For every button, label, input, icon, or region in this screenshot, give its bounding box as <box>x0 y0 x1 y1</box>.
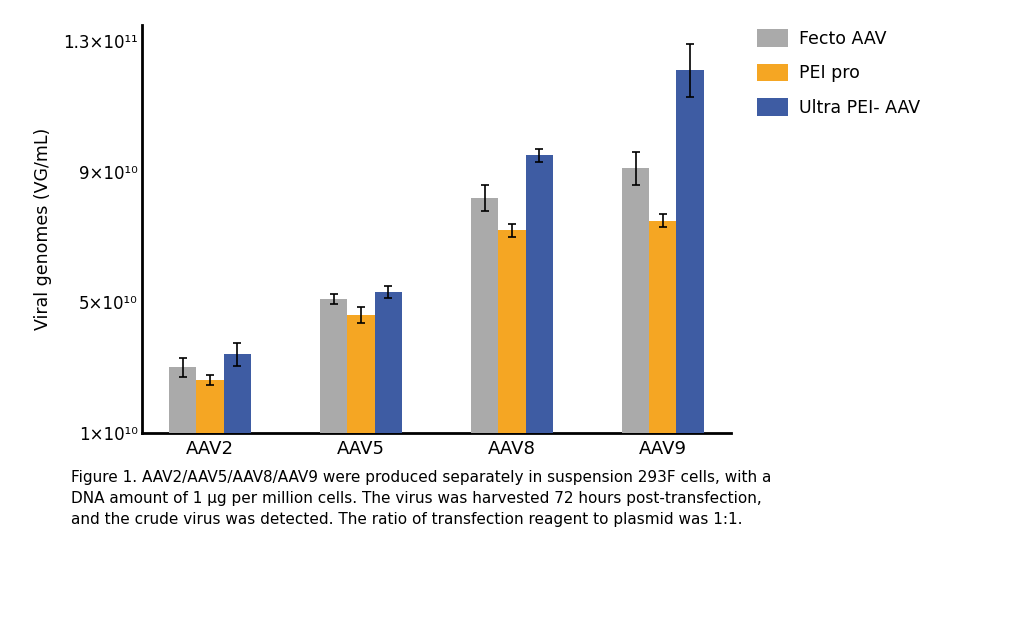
Bar <box>347 315 375 465</box>
Bar <box>622 168 650 465</box>
Legend: Fecto AAV, PEI pro, Ultra PEI- AAV: Fecto AAV, PEI pro, Ultra PEI- AAV <box>757 29 920 117</box>
Y-axis label: Viral genomes (VG/mL): Viral genomes (VG/mL) <box>35 127 52 330</box>
Bar <box>223 354 251 465</box>
Bar <box>471 198 498 465</box>
Bar <box>197 381 223 465</box>
Bar <box>320 299 347 465</box>
Bar <box>526 155 553 465</box>
Bar <box>498 231 526 465</box>
Bar <box>650 221 676 465</box>
Bar <box>170 367 197 465</box>
Text: Figure 1. AAV2/AAV5/AAV8/AAV9 were produced separately in suspension 293F cells,: Figure 1. AAV2/AAV5/AAV8/AAV9 were produ… <box>71 470 771 527</box>
Bar <box>375 292 402 465</box>
Bar <box>676 70 703 465</box>
